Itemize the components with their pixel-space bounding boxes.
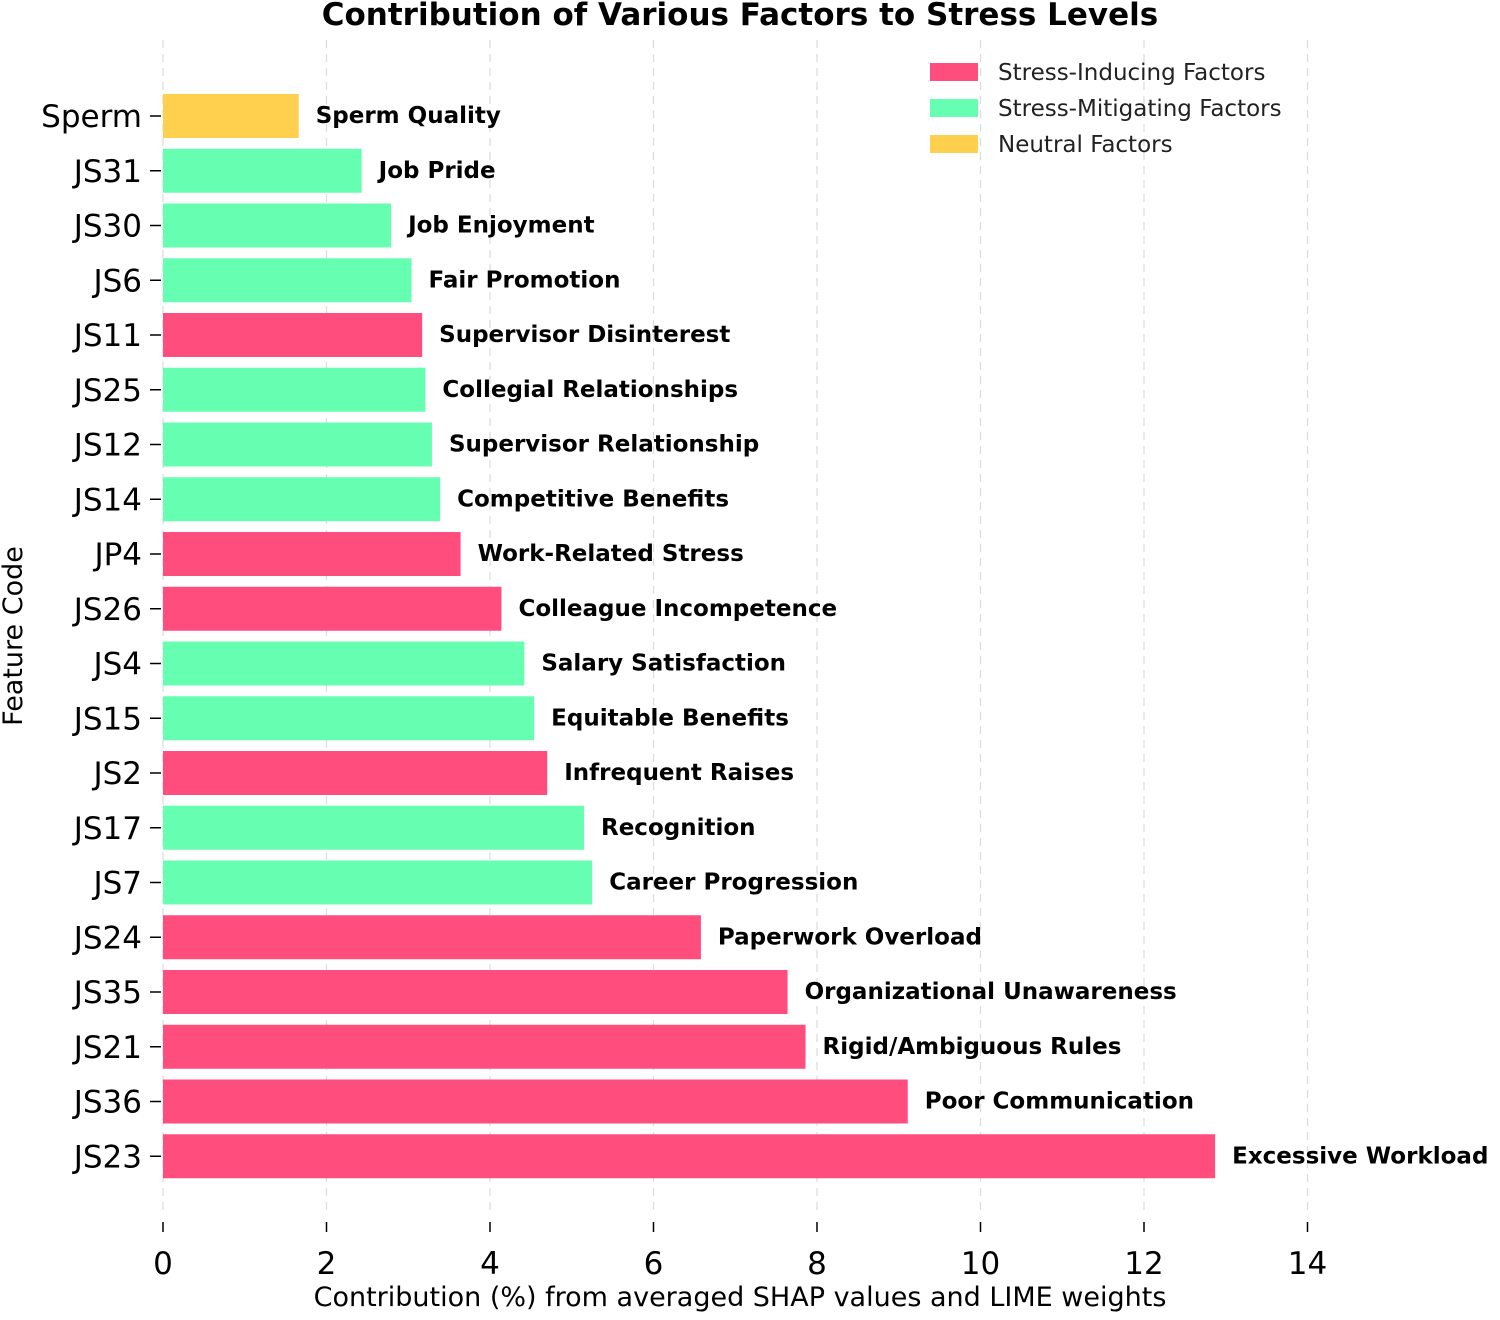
y-tick-label: JS30: [72, 209, 142, 245]
bar-label: Infrequent Raises: [564, 760, 794, 786]
bar-label: Salary Satisfaction: [541, 651, 786, 677]
bar: [163, 1024, 806, 1069]
bar: [163, 313, 423, 357]
bar-label: Career Progression: [609, 870, 858, 896]
x-tick-label: 2: [317, 1246, 337, 1282]
bar-label: Job Pride: [377, 158, 496, 184]
bar-label: Fair Promotion: [429, 267, 621, 293]
bar-label: Paperwork Overload: [718, 924, 982, 950]
bar: [163, 94, 299, 138]
y-tick-label: JS26: [72, 592, 142, 628]
bar: [163, 1079, 908, 1124]
y-tick-label: JS2: [91, 756, 142, 792]
legend-swatch: [930, 135, 978, 153]
y-tick-label: JS25: [72, 373, 142, 409]
bar: [163, 805, 585, 850]
bar: [163, 532, 461, 576]
bar-label: Supervisor Relationship: [449, 432, 759, 458]
y-tick-label: JS24: [72, 920, 142, 956]
y-tick-label: JS31: [72, 154, 142, 190]
y-tick-label: JS35: [72, 975, 142, 1011]
bar: [163, 915, 701, 960]
y-tick-label: JS14: [72, 482, 142, 518]
bar-label: Equitable Benefits: [551, 705, 789, 731]
bar: [163, 422, 432, 467]
bar-label: Poor Communication: [925, 1089, 1194, 1115]
bar-label: Competitive Benefits: [457, 486, 729, 512]
y-tick-label: JS21: [72, 1030, 142, 1066]
y-tick-label: Sperm: [41, 99, 142, 135]
bar: [163, 203, 392, 248]
bar-label: Recognition: [601, 815, 756, 841]
bar: [163, 751, 548, 795]
x-axis-label: Contribution (%) from averaged SHAP valu…: [314, 1282, 1167, 1313]
bar: [163, 586, 502, 631]
y-tick-label: JS17: [72, 811, 142, 847]
bars: [163, 94, 1216, 1179]
y-tick-labels: Sperm JS31 JS30 JS6 JS11 JS25 JS12 JS14 JP4 JS26 J…: [41, 99, 161, 1175]
y-tick-label: JS12: [72, 428, 142, 464]
y-tick-label: JS7: [91, 866, 142, 902]
bar-label: Work-Related Stress: [478, 541, 744, 567]
bar-label: Sperm Quality: [316, 103, 501, 129]
bar-label: Job Enjoyment: [406, 213, 595, 239]
bar: [163, 367, 426, 412]
x-tick-label: 8: [807, 1246, 827, 1282]
bar-labels: Sperm Quality Job Pride Job Enjoyment Fair …: [316, 103, 1489, 1169]
bar-label: Excessive Workload: [1232, 1143, 1488, 1169]
bar: [163, 258, 412, 303]
x-tick-label: 4: [480, 1246, 500, 1282]
bar: [163, 148, 362, 193]
legend-label: Neutral Factors: [998, 132, 1173, 158]
y-tick-label: JP4: [92, 537, 142, 573]
y-tick-label: JS4: [91, 647, 142, 683]
chart-title: Contribution of Various Factors to Stres…: [322, 0, 1159, 33]
bar: [163, 696, 535, 741]
legend-label: Stress-Inducing Factors: [998, 60, 1265, 86]
x-tick-label: 0: [153, 1246, 173, 1282]
y-tick-label: JS11: [72, 318, 142, 354]
x-axis: 0 2 4 6 8 10 12 14: [153, 1222, 1327, 1282]
bar: [163, 1134, 1216, 1179]
bar: [163, 641, 525, 686]
x-tick-label: 6: [644, 1246, 664, 1282]
y-tick-label: JS6: [91, 263, 142, 299]
x-tick-label: 14: [1288, 1246, 1327, 1282]
x-tick-label: 10: [961, 1246, 1000, 1282]
legend-swatch: [930, 63, 978, 81]
bar-label: Colleague Incompetence: [518, 596, 837, 622]
bar: [163, 860, 593, 905]
legend: Stress-Inducing Factors Stress-Mitigating…: [930, 60, 1282, 158]
y-tick-label: JS23: [72, 1139, 142, 1175]
y-axis-label: Feature Code: [0, 546, 29, 726]
bar: [163, 477, 441, 522]
legend-swatch: [930, 99, 978, 117]
bar-label: Rigid/Ambiguous Rules: [823, 1034, 1122, 1060]
bar-label: Supervisor Disinterest: [439, 322, 730, 348]
legend-label: Stress-Mitigating Factors: [998, 96, 1282, 122]
bar-label: Organizational Unawareness: [805, 979, 1177, 1005]
bar: [163, 970, 788, 1014]
x-tick-label: 12: [1124, 1246, 1163, 1282]
y-tick-label: JS15: [72, 701, 142, 737]
y-tick-label: JS36: [72, 1085, 142, 1121]
bar-label: Collegial Relationships: [442, 377, 738, 403]
